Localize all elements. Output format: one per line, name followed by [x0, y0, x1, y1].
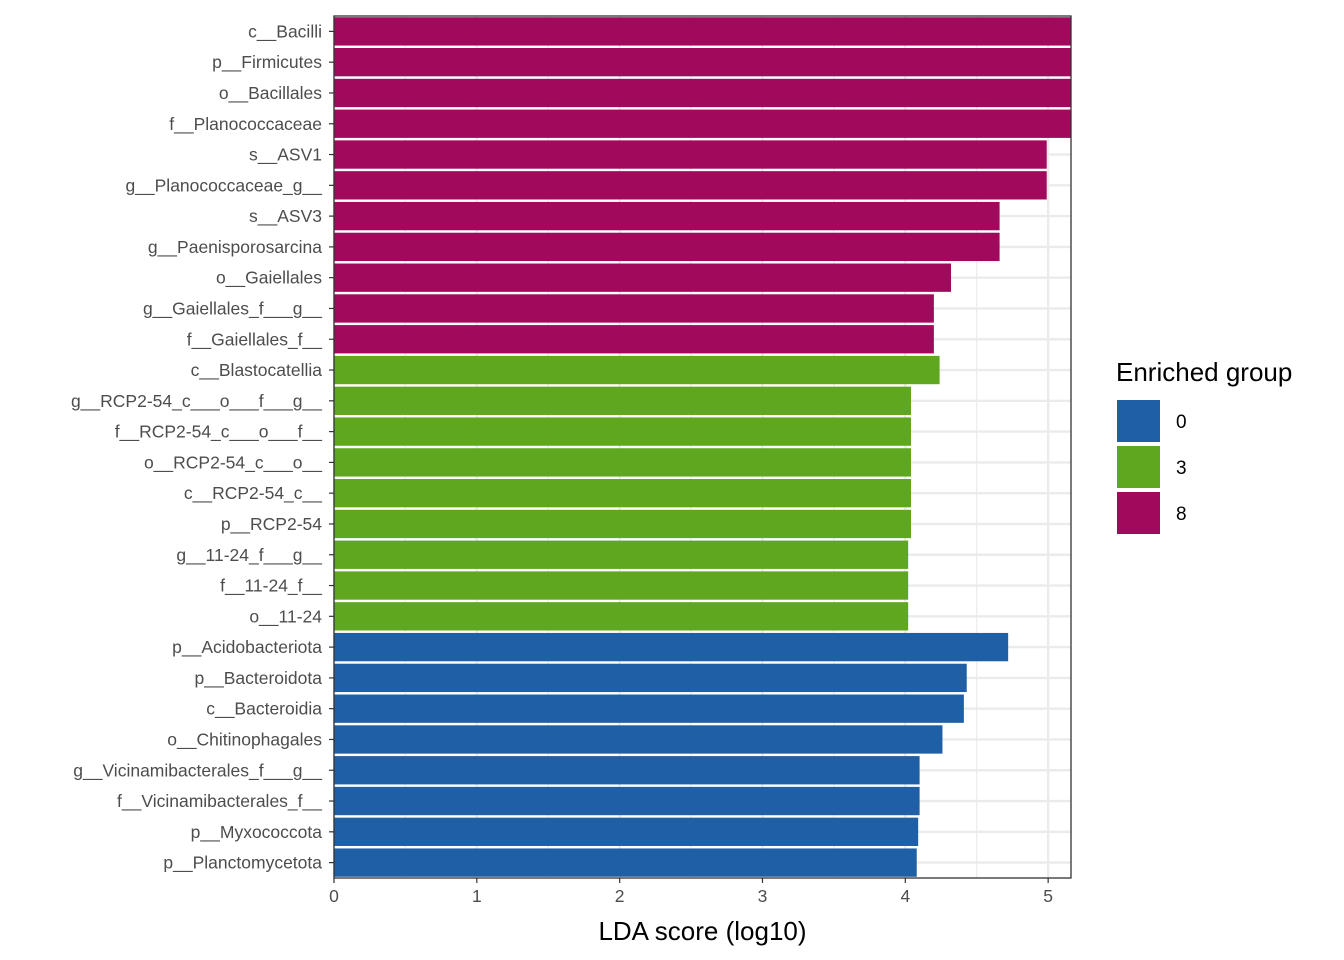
y-tick-label: o__Chitinophagales	[167, 729, 322, 750]
y-tick-label: s__ASV3	[249, 206, 322, 227]
bar	[334, 325, 934, 354]
bar	[334, 571, 909, 600]
bar	[334, 263, 952, 292]
bar	[334, 109, 1071, 138]
legend-key-swatch	[1117, 492, 1160, 534]
bar	[334, 756, 920, 785]
x-tick-label: 2	[615, 886, 625, 906]
bar	[334, 694, 964, 723]
bar	[334, 78, 1071, 108]
bar	[334, 448, 912, 477]
bar	[334, 17, 1071, 46]
y-tick-label: g__Vicinamibacterales_f___g__	[73, 760, 322, 781]
x-tick-label: 3	[758, 886, 768, 906]
panel-border	[333, 15, 1072, 879]
y-tick-label: p__Myxococcota	[191, 822, 323, 843]
y-tick-label: c__Bacilli	[248, 21, 322, 42]
bar	[334, 509, 912, 539]
y-tick-label: o__RCP2-54_c___o__	[144, 452, 322, 473]
bar	[334, 355, 940, 385]
legend-key-swatch	[1117, 446, 1160, 488]
bar	[334, 479, 912, 508]
y-tick-label: p__Acidobacteriota	[172, 637, 322, 658]
x-tick-label: 5	[1043, 886, 1053, 906]
x-axis-title: LDA score (log10)	[598, 916, 806, 946]
bar	[334, 48, 1071, 77]
y-tick-label: c__Blastocatellia	[191, 360, 323, 381]
bar	[334, 786, 920, 816]
bar	[334, 201, 1000, 231]
bar	[334, 725, 943, 754]
y-tick-label: f__11-24_f__	[220, 576, 322, 597]
y-tick-label: s__ASV1	[249, 145, 322, 166]
bar	[334, 386, 912, 415]
bar	[334, 140, 1047, 169]
legend: Enriched group 0 3 8	[1116, 357, 1292, 534]
legend-key-label: 8	[1176, 504, 1187, 525]
bar	[334, 540, 909, 569]
bars	[334, 17, 1071, 877]
y-tick-label: f__Vicinamibacterales_f__	[117, 791, 322, 812]
y-tick-label: o__Gaiellales	[216, 268, 322, 289]
x-tick-label: 4	[900, 886, 910, 906]
legend-title: Enriched group	[1116, 357, 1292, 387]
bar	[334, 663, 967, 693]
y-axis: c__Bacilli p__Firmicutes o__Bacillales f__P…	[71, 21, 334, 874]
y-tick-label: c__RCP2-54_c__	[184, 483, 322, 504]
bar	[334, 817, 919, 846]
y-tick-label: g__Planococcaceae_g__	[125, 175, 322, 196]
y-tick-label: g__Paenisporosarcina	[148, 237, 322, 258]
y-tick-label: o__11-24	[249, 606, 322, 627]
y-tick-label: f__RCP2-54_c___o___f__	[115, 422, 323, 443]
bar	[334, 417, 912, 446]
y-tick-label: f__Gaiellales_f__	[187, 329, 322, 350]
bar	[334, 602, 909, 631]
y-tick-label: g__Gaiellales_f___g__	[143, 298, 322, 319]
bar	[334, 232, 1000, 262]
bar	[334, 632, 1009, 662]
x-tick-label: 0	[329, 886, 339, 906]
y-tick-label: g__RCP2-54_c___o___f___g__	[71, 391, 322, 412]
bar	[334, 171, 1047, 200]
x-axis: 0 1 2 3 4 5	[329, 878, 1053, 906]
legend-key-label: 3	[1176, 458, 1187, 479]
x-tick-label: 1	[472, 886, 482, 906]
y-tick-label: p__Firmicutes	[212, 52, 322, 73]
bar	[334, 848, 917, 877]
y-tick-label: p__Planctomycetota	[163, 853, 322, 874]
y-tick-label: f__Planococcaceae	[169, 114, 322, 135]
y-tick-label: c__Bacteroidia	[206, 699, 322, 720]
y-tick-label: g__11-24_f___g__	[176, 545, 322, 566]
y-tick-label: p__RCP2-54	[221, 514, 322, 535]
legend-key-label: 0	[1176, 412, 1187, 433]
legend-key-swatch	[1117, 400, 1160, 442]
y-tick-label: o__Bacillales	[219, 83, 322, 104]
bar	[334, 294, 934, 323]
y-tick-label: p__Bacteroidota	[195, 668, 323, 689]
